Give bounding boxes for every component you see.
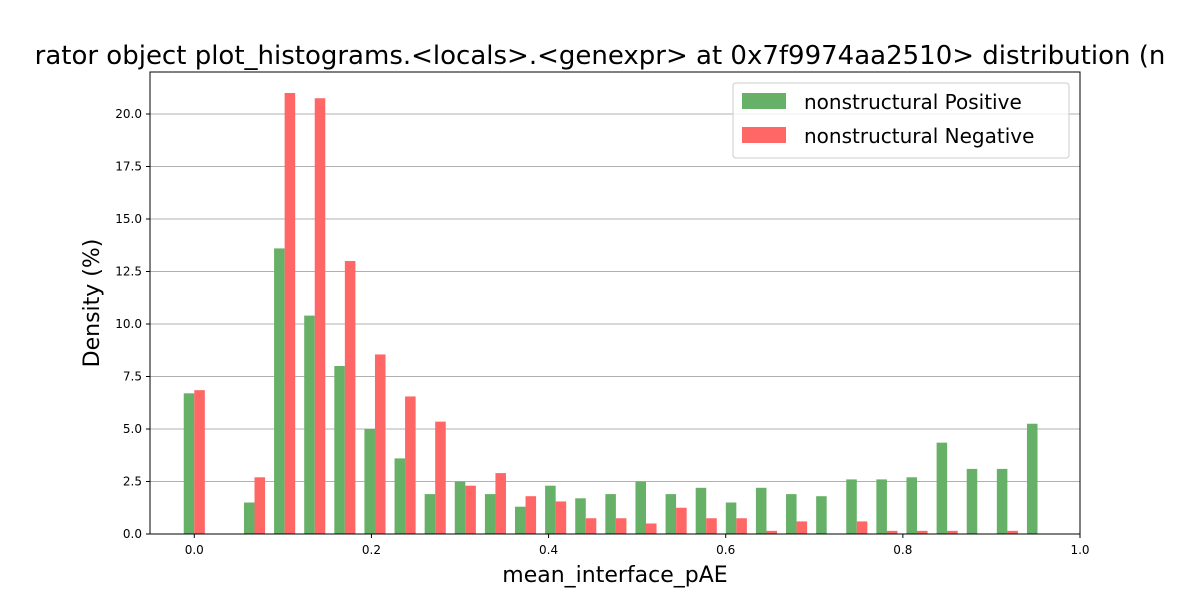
- bar-negative: [615, 518, 627, 534]
- x-tick-label: 0.2: [362, 543, 381, 557]
- bar-negative: [374, 354, 386, 534]
- bar-positive: [364, 429, 375, 534]
- bar-negative: [254, 477, 266, 534]
- bar-negative: [585, 518, 597, 534]
- bar-negative: [646, 523, 657, 534]
- bar-positive: [304, 315, 315, 534]
- bar-positive: [515, 506, 526, 534]
- y-tick-label: 2.5: [123, 475, 142, 489]
- bar-positive: [575, 498, 586, 534]
- bar-positive: [966, 468, 978, 534]
- bar-positive: [725, 502, 737, 534]
- bar-positive: [243, 502, 255, 534]
- chart-title: rator object plot_histograms.<locals>.<g…: [35, 41, 1166, 71]
- bar-positive: [906, 477, 918, 534]
- bar-positive: [394, 458, 406, 534]
- bar-negative: [525, 496, 537, 534]
- x-tick-label: 0.6: [716, 543, 735, 557]
- bar-negative: [706, 518, 717, 534]
- bar-negative: [495, 473, 506, 534]
- bar-positive: [786, 494, 797, 534]
- legend: nonstructural Positive nonstructural Neg…: [732, 82, 1070, 159]
- plot-frame: [149, 71, 1081, 535]
- bar-negative: [856, 521, 868, 534]
- bar-positive: [635, 481, 646, 534]
- y-tick-label: 20.0: [115, 107, 142, 121]
- legend-box: [732, 82, 1070, 159]
- bar-positive: [605, 494, 616, 534]
- bar-negative: [435, 421, 446, 534]
- y-tick-label: 15.0: [115, 212, 142, 226]
- bar-negative: [344, 261, 356, 534]
- legend-swatch-positive: [742, 93, 786, 109]
- bar-negative: [796, 521, 808, 534]
- bar-negative: [405, 396, 416, 534]
- y-axis-label: Density (%): [80, 239, 105, 368]
- bar-negative: [465, 485, 476, 534]
- x-tick-label: 0.8: [893, 543, 912, 557]
- bar-positive: [755, 487, 767, 534]
- bar-positive: [936, 442, 948, 534]
- x-axis-ticks: 0.0 0.2 0.4 0.6 0.8 1.0: [185, 534, 1090, 557]
- bar-negative: [947, 530, 958, 534]
- bar-negative: [284, 93, 296, 534]
- bar-positive: [484, 494, 496, 534]
- bar-positive: [424, 494, 436, 534]
- y-tick-label: 5.0: [123, 422, 142, 436]
- y-axis-ticks: 0.0 2.5 5.0 7.5 10.0 12.5 15.0 17.5 20.0: [115, 107, 150, 541]
- bar-positive: [665, 494, 677, 534]
- x-axis-label: mean_interface_pAE: [502, 563, 727, 588]
- bar-negative: [194, 390, 205, 534]
- bar-negative: [676, 507, 687, 534]
- bar-positive: [695, 487, 707, 534]
- bar-positive: [996, 468, 1008, 534]
- bar-positive: [274, 248, 285, 534]
- legend-swatch-negative: [742, 127, 786, 143]
- y-tick-label: 12.5: [115, 265, 142, 279]
- x-tick-label: 1.0: [1070, 543, 1089, 557]
- bar-positive: [183, 393, 195, 534]
- y-tick-label: 0.0: [123, 527, 142, 541]
- bar-negative: [1007, 530, 1018, 534]
- bar-negative: [314, 98, 326, 534]
- bar-negative: [886, 530, 898, 534]
- y-tick-label: 7.5: [123, 370, 142, 384]
- bar-positive: [876, 479, 887, 534]
- bar-positive: [846, 479, 857, 534]
- x-tick-label: 0.0: [185, 543, 204, 557]
- legend-label-negative: nonstructural Negative: [804, 124, 1034, 148]
- bar-negative: [766, 530, 777, 534]
- x-tick-label: 0.4: [539, 543, 558, 557]
- bar-negative: [555, 501, 567, 534]
- bars: [183, 93, 1038, 534]
- legend-label-positive: nonstructural Positive: [804, 90, 1022, 114]
- bar-positive: [545, 485, 556, 534]
- bar-positive: [334, 366, 345, 534]
- bar-negative: [736, 518, 747, 534]
- y-tick-label: 10.0: [115, 317, 142, 331]
- y-tick-label: 17.5: [115, 160, 142, 174]
- bar-positive: [1026, 423, 1038, 534]
- bar-positive: [816, 496, 827, 534]
- bar-negative: [917, 530, 928, 534]
- bar-positive: [454, 481, 466, 534]
